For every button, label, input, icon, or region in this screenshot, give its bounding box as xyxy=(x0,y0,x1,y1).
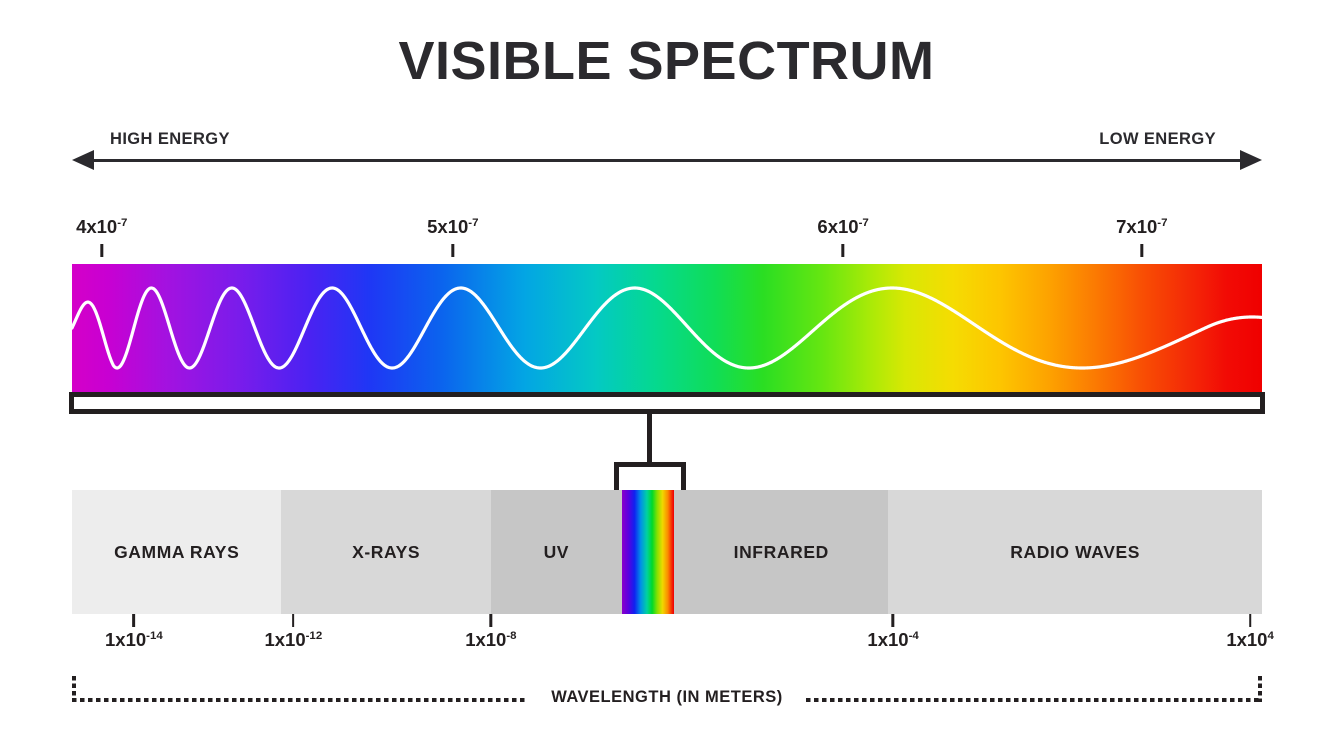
em-tick-label: 1x10-8 xyxy=(465,629,517,650)
connector-stem xyxy=(647,414,652,466)
em-segment-visible xyxy=(621,490,675,614)
low-energy-label: LOW ENERGY xyxy=(1099,130,1216,148)
em-segment-label: UV xyxy=(543,541,570,562)
em-tick-mark xyxy=(489,614,493,627)
page-title: VISIBLE SPECTRUM xyxy=(398,31,935,91)
em-tick: 1x10-4 xyxy=(867,614,919,650)
em-tick-label: 1x104 xyxy=(1226,629,1274,650)
visible-wavelength-scale: 4x10-7 5x10-7 6x10-7 7x10-7 xyxy=(72,216,1262,264)
visible-tick-label: 5x10-7 xyxy=(427,216,479,237)
visible-tick-label: 7x10-7 xyxy=(1116,216,1168,237)
visible-tick: 5x10-7 xyxy=(427,216,479,257)
energy-axis-line xyxy=(90,159,1244,162)
visible-tick-mark xyxy=(841,243,845,257)
visible-tick-mark xyxy=(451,243,455,257)
em-segment-uv: UV xyxy=(490,490,622,614)
spectrum-gradient xyxy=(72,264,1262,392)
caption-dotted-line-right xyxy=(806,698,1262,702)
visible-tick-mark xyxy=(1140,243,1144,257)
visible-tick-label: 6x10-7 xyxy=(817,216,869,237)
visible-tick: 6x10-7 xyxy=(817,216,869,257)
em-tick-label: 1x10-14 xyxy=(105,629,163,650)
high-energy-label: HIGH ENERGY xyxy=(110,130,230,148)
em-segment-radio-waves: RADIO WAVES xyxy=(888,490,1262,614)
em-tick: 1x10-8 xyxy=(465,614,517,650)
em-tick-label: 1x10-12 xyxy=(264,629,323,650)
sine-wave-overlay xyxy=(72,286,1262,370)
em-segment-infrared: INFRARED xyxy=(674,490,889,614)
wavelength-caption-label: WAVELENGTH (IN METERS) xyxy=(551,688,783,706)
caption-endcap-right xyxy=(1258,676,1262,702)
em-tick: 1x10-14 xyxy=(105,614,163,650)
em-segment-label: X-RAYS xyxy=(352,541,421,562)
em-tick-mark xyxy=(891,614,895,627)
energy-axis: HIGH ENERGY LOW ENERGY xyxy=(72,130,1262,178)
connector-bracket xyxy=(614,462,686,490)
arrow-right-icon xyxy=(1240,150,1262,170)
em-segment-gamma-rays: GAMMA RAYS xyxy=(72,490,282,614)
em-tick-mark xyxy=(132,614,136,627)
em-tick: 1x10-12 xyxy=(264,614,322,650)
arrow-left-icon xyxy=(72,150,94,170)
em-segment-x-rays: X-RAYS xyxy=(281,490,491,614)
em-tick-label: 1x10-4 xyxy=(867,629,919,650)
em-spectrum-band: GAMMA RAYS X-RAYS UV INFRARED RADIO WAVES xyxy=(72,490,1262,614)
visible-band-connector xyxy=(614,414,686,490)
em-tick: 1x104 xyxy=(1226,614,1274,650)
em-segment-label: INFRARED xyxy=(733,541,829,562)
em-tick-mark xyxy=(292,614,295,627)
visible-tick: 7x10-7 xyxy=(1116,216,1168,257)
em-tick-mark xyxy=(1248,614,1252,627)
caption-endcap-left xyxy=(72,676,76,702)
em-segment-label: GAMMA RAYS xyxy=(114,541,240,562)
wavelength-caption: WAVELENGTH (IN METERS) xyxy=(72,676,1262,722)
visible-tick-label: 4x10-7 xyxy=(76,216,128,237)
em-wavelength-scale: 1x10-14 1x10-12 1x10-8 1x10-4 1x104 xyxy=(72,614,1274,666)
visible-tick-mark xyxy=(100,243,104,257)
visible-tick: 4x10-7 xyxy=(76,216,128,257)
em-segment-label: RADIO WAVES xyxy=(1010,541,1141,562)
spectrum-frame xyxy=(69,392,1265,414)
caption-dotted-line-left xyxy=(72,698,528,702)
visible-spectrum-bar xyxy=(72,264,1262,392)
